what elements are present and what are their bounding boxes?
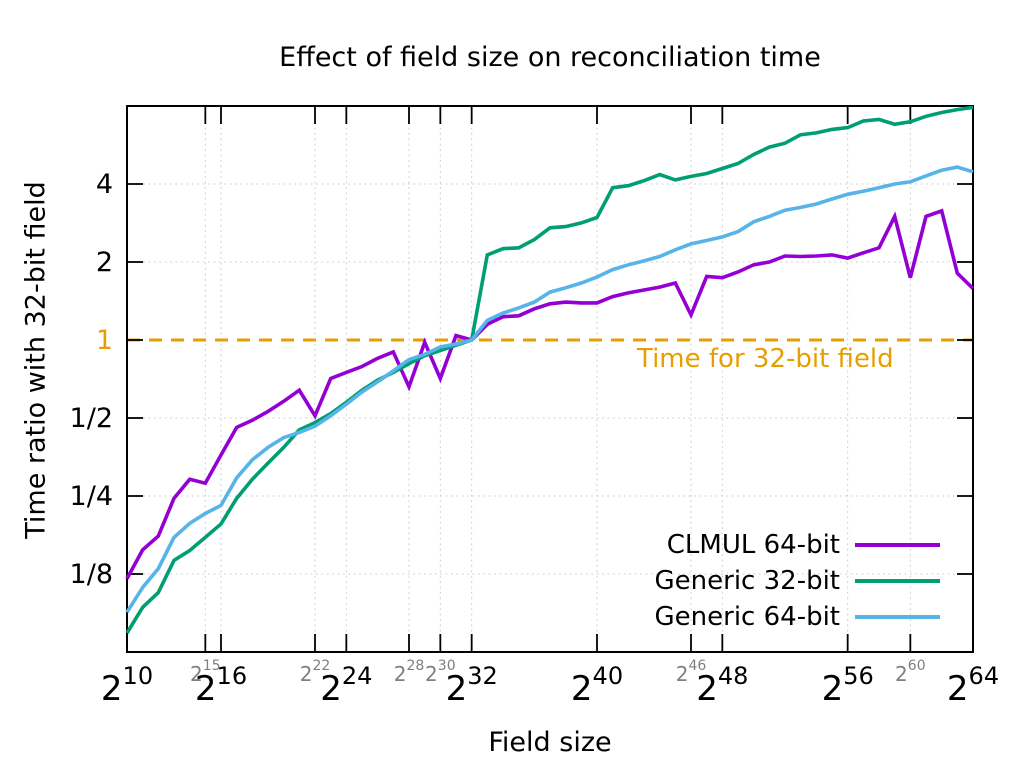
y-tick-label-1/8: 1/8 <box>70 559 113 590</box>
y-tick-label-1/2: 1/2 <box>70 403 113 434</box>
y-tick-label-1/4: 1/4 <box>70 481 113 512</box>
legend-entry-generic-32-bit: Generic 32-bit <box>655 563 940 599</box>
legend-entry-generic-64-bit: Generic 64-bit <box>655 599 940 635</box>
legend-label-generic-64-bit: Generic 64-bit <box>654 602 840 632</box>
legend: CLMUL 64-bit Generic 32-bit Generic 64-b… <box>655 527 940 635</box>
x-tick-label-2^60: 260 <box>895 658 926 686</box>
reference-line-label: Time for 32-bit field <box>637 344 894 374</box>
series-line-clmul-64-bit <box>125 208 975 580</box>
x-tick-label-2^40: 240 <box>571 662 623 709</box>
chart-title: Effect of field size on reconciliation t… <box>279 42 821 73</box>
legend-label-clmul-64-bit: CLMUL 64-bit <box>666 530 840 560</box>
y-tick-labels: 4 2 1 1/2 1/4 1/8 <box>70 169 113 590</box>
x-tick-label-2^64: 264 <box>947 662 999 709</box>
legend-entry-clmul-64-bit: CLMUL 64-bit <box>655 527 940 563</box>
y-tick-label-4: 4 <box>96 169 113 200</box>
x-axis-title: Field size <box>488 727 612 758</box>
x-tick-label-2^10: 210 <box>101 662 153 709</box>
x-tick-label-2^28: 228 <box>394 658 425 686</box>
plot-border <box>126 105 974 653</box>
legend-swatch-generic-32-bit <box>855 579 940 583</box>
axis-ticks <box>126 106 974 652</box>
y-tick-label-1: 1 <box>96 325 113 356</box>
legend-label-generic-32-bit: Generic 32-bit <box>654 566 840 596</box>
y-tick-label-2: 2 <box>96 247 113 278</box>
series-line-generic-64-bit <box>125 165 974 614</box>
x-tick-label-2^56: 256 <box>822 662 874 709</box>
legend-swatch-clmul-64-bit <box>855 543 940 547</box>
legend-swatch-generic-64-bit <box>855 615 940 619</box>
series-line-generic-32-bit <box>125 105 974 634</box>
